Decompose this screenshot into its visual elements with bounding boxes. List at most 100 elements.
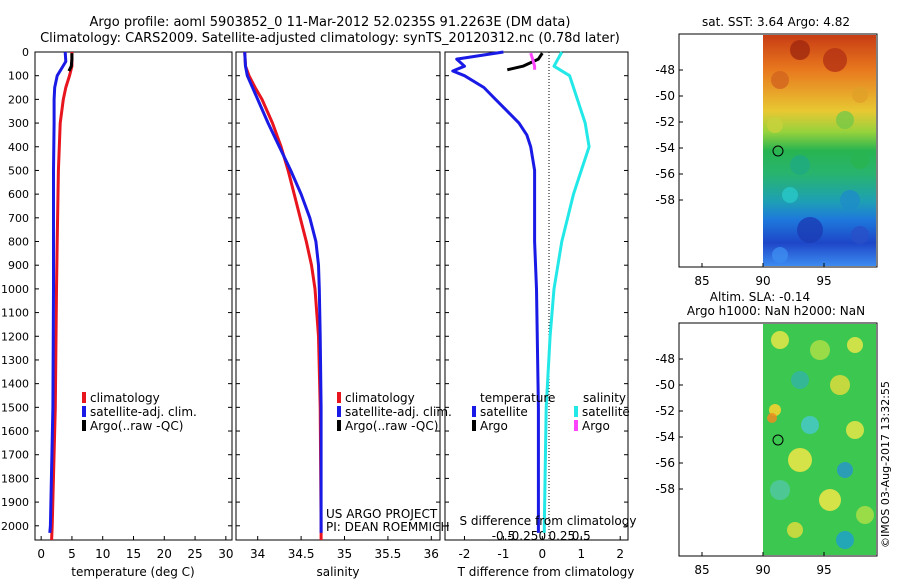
depth-tick-label: 500 bbox=[8, 164, 29, 177]
sla-texture-blob bbox=[788, 448, 812, 472]
salinity-xlabel: salinity bbox=[316, 565, 359, 579]
legend-temp-argo-swatch bbox=[472, 420, 476, 431]
sla-texture-blob bbox=[810, 340, 830, 360]
sla-texture-blob bbox=[770, 480, 790, 500]
x-tick-label: 0 bbox=[37, 547, 45, 561]
timestamp-stamp: ©IMOS 03-Aug-2017 13:32:55 bbox=[879, 381, 892, 548]
sst-texture-blob bbox=[767, 117, 783, 133]
depth-tick-label: 1400 bbox=[1, 378, 29, 391]
sla-texture-blob bbox=[837, 462, 853, 478]
sla-texture-blob bbox=[836, 531, 854, 549]
lat-tick-label: -50 bbox=[655, 89, 675, 103]
sla-texture-blob bbox=[847, 337, 863, 353]
legend-sal-argo-label: Argo bbox=[582, 419, 610, 433]
legend-satellite-label: satellite-adj. clim. bbox=[345, 405, 452, 419]
salinity-panel: 34 34.5 35 35.5 36 salinity climatology sate… bbox=[235, 51, 452, 579]
legend-temperature-heading: temperature bbox=[480, 391, 555, 405]
sla-texture bbox=[767, 331, 874, 549]
sst-texture-blob bbox=[772, 247, 788, 263]
x-tick-label: 0 bbox=[539, 547, 547, 561]
x-tick-label: 35 bbox=[337, 547, 352, 561]
series-line-temperature-argo bbox=[506, 52, 544, 72]
difference-panel: -2 -1 0 1 2 -0.5-0.25 0 0.250.5 S difference f… bbox=[444, 50, 637, 579]
temperature-x-ticks: 0 5 10 15 20 25 30 bbox=[37, 536, 233, 561]
depth-tick-label: 800 bbox=[8, 236, 29, 249]
legend-sal-argo-swatch bbox=[574, 420, 578, 431]
sst-lon-ticks: 85 90 95 bbox=[694, 263, 832, 288]
temperature-panel: 0100200300400500600700800900100011001200… bbox=[1, 46, 628, 579]
salinity-difference-ticks: -0.5-0.25 0 0.250.5 bbox=[492, 529, 591, 543]
depth-tick-label: 1300 bbox=[1, 354, 29, 367]
lat-tick-label: -52 bbox=[655, 404, 675, 418]
series-line-climatology bbox=[50, 52, 74, 541]
depth-tick-label: 600 bbox=[8, 188, 29, 201]
sla-texture-blob bbox=[819, 489, 841, 511]
lat-tick-label: -54 bbox=[655, 430, 675, 444]
salinity-difference-tick-label: 0 bbox=[539, 529, 547, 543]
sla-float-marker bbox=[772, 434, 784, 446]
sst-texture-blob bbox=[840, 190, 860, 210]
depth-tick-label: 300 bbox=[8, 117, 29, 130]
sla-texture-blob bbox=[767, 413, 777, 423]
depth-tick-label: 1800 bbox=[1, 472, 29, 485]
sst-map-panel: sat. SST: 3.64 Argo: 4.82 -48 -50 -52 -54 -5… bbox=[655, 15, 878, 288]
series-line-salinity-satellite bbox=[542, 51, 591, 533]
sst-texture-blob bbox=[771, 71, 789, 89]
credits-line2: PI: DEAN ROEMMICH bbox=[326, 520, 449, 534]
temperature-axes-frame bbox=[34, 51, 233, 541]
sst-texture-blob bbox=[851, 226, 869, 244]
sla-map-title2: Argo h1000: NaN h2000: NaN bbox=[687, 304, 865, 318]
x-tick-label: 5 bbox=[68, 547, 76, 561]
legend-satellite-swatch bbox=[337, 406, 341, 417]
lon-tick-label: 95 bbox=[816, 274, 831, 288]
depth-tick-label: 700 bbox=[8, 212, 29, 225]
salinity-difference-tick-label: 0.5 bbox=[572, 529, 591, 543]
depth-tick-label: 400 bbox=[8, 141, 29, 154]
legend-salinity-heading: salinity bbox=[583, 391, 626, 405]
lat-tick-label: -50 bbox=[655, 378, 675, 392]
depth-tick-label: 2000 bbox=[1, 520, 29, 533]
lon-tick-label: 90 bbox=[755, 274, 770, 288]
legend-sal-satellite-label: satellite bbox=[582, 405, 630, 419]
temperature-series bbox=[48, 51, 74, 541]
sla-texture-blob bbox=[791, 371, 809, 389]
lat-tick-label: -52 bbox=[655, 115, 675, 129]
x-tick-label: -2 bbox=[458, 547, 470, 561]
sla-texture-blob bbox=[787, 522, 803, 538]
sla-lon-ticks: 85 90 95 bbox=[694, 552, 832, 577]
depth-tick-label: 200 bbox=[8, 93, 29, 106]
depth-tick-label: 1900 bbox=[1, 496, 29, 509]
legend-climatology-swatch bbox=[82, 392, 86, 403]
lat-tick-label: -48 bbox=[655, 63, 675, 77]
sst-texture-blob bbox=[852, 87, 868, 103]
lat-tick-label: -54 bbox=[655, 141, 675, 155]
legend-climatology-label: climatology bbox=[345, 391, 415, 405]
x-tick-label: 30 bbox=[218, 547, 233, 561]
lon-tick-label: 85 bbox=[694, 563, 709, 577]
credits-line1: US ARGO PROJECT bbox=[326, 507, 438, 521]
x-tick-label: -1 bbox=[497, 547, 509, 561]
sst-texture bbox=[767, 40, 869, 263]
x-tick-label: 10 bbox=[95, 547, 110, 561]
figure-title-line1: Argo profile: aoml 5903852_0 11-Mar-2012… bbox=[90, 15, 571, 30]
lon-tick-label: 95 bbox=[816, 563, 831, 577]
depth-tick-label: 1600 bbox=[1, 425, 29, 438]
salinity-difference-label: S difference from climatology bbox=[460, 514, 637, 528]
legend-satellite-swatch bbox=[82, 406, 86, 417]
legend-temp-satellite-label: satellite bbox=[480, 405, 528, 419]
x-tick-label: 15 bbox=[126, 547, 141, 561]
sla-texture-blob bbox=[846, 421, 864, 439]
depth-tick-label: 1100 bbox=[1, 307, 29, 320]
lon-tick-label: 90 bbox=[755, 563, 770, 577]
x-tick-label: 25 bbox=[187, 547, 202, 561]
sla-texture-blob bbox=[830, 375, 850, 395]
temperature-difference-xlabel: T difference from climatology bbox=[457, 565, 635, 579]
sst-lat-ticks: -48 -50 -52 -54 -56 -58 bbox=[655, 63, 683, 207]
lon-tick-label: 85 bbox=[694, 274, 709, 288]
sst-texture-blob bbox=[790, 155, 810, 175]
difference-series bbox=[451, 50, 591, 533]
depth-tick-label: 900 bbox=[8, 259, 29, 272]
salinity-difference-tick-label: -0.5 bbox=[492, 529, 515, 543]
sst-texture-blob bbox=[797, 217, 823, 243]
